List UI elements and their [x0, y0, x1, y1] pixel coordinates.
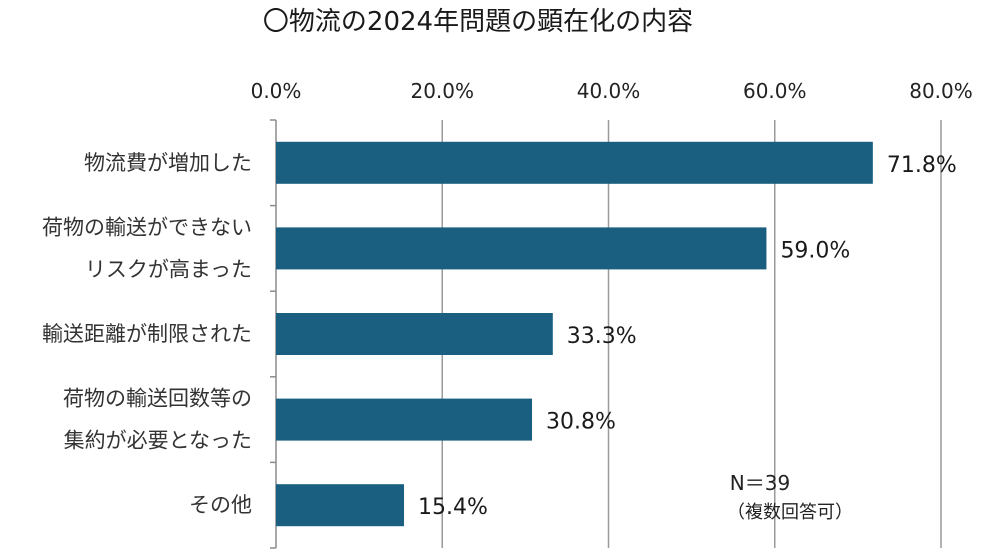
value-label: 59.0%: [780, 238, 850, 263]
multiple-answer-note: （複数回答可）: [727, 502, 853, 523]
value-label: 15.4%: [418, 495, 488, 520]
x-tick-label: 40.0%: [577, 79, 641, 103]
x-tick-label: 60.0%: [743, 79, 807, 103]
x-tick-label: 80.0%: [909, 79, 973, 103]
x-tick-label: 20.0%: [410, 79, 474, 103]
category-label: 荷物の輸送ができない: [42, 215, 252, 239]
category-label: 荷物の輸送回数等の: [63, 387, 252, 411]
bar: [276, 484, 405, 527]
bar: [276, 313, 553, 355]
category-label: 集約が必要となった: [64, 429, 252, 453]
category-label: その他: [189, 493, 252, 517]
category-labels: 物流費が増加した荷物の輸送ができないリスクが高まった輸送距離が制限された荷物の輸…: [42, 151, 252, 517]
x-tick-label: 0.0%: [251, 79, 302, 103]
sample-size-note: N＝39: [730, 471, 790, 495]
bar: [276, 227, 767, 270]
chart-title: 〇物流の2024年問題の顕在化の内容: [263, 7, 693, 37]
bars: [276, 141, 873, 527]
value-label: 33.3%: [567, 324, 637, 349]
x-axis-ticks: 0.0% 20.0% 40.0% 60.0% 80.0%: [251, 79, 973, 103]
value-label: 30.8%: [546, 410, 616, 435]
value-label: 71.8%: [887, 153, 957, 178]
bar: [276, 141, 873, 184]
category-label: リスクが高まった: [85, 257, 252, 281]
category-label: 輸送距離が制限された: [42, 322, 252, 346]
category-label: 物流費が増加した: [84, 151, 252, 175]
value-labels: 71.8% 59.0% 33.3% 30.8% 15.4%: [418, 153, 957, 520]
bar: [276, 398, 533, 441]
y-axis: [270, 119, 277, 549]
